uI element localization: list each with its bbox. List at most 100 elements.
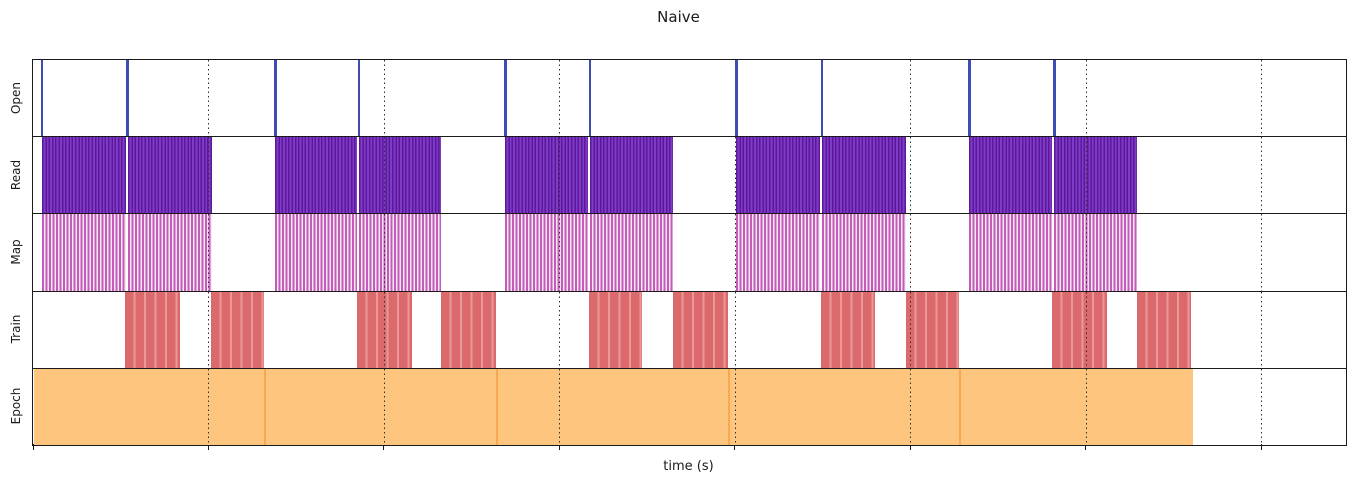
x-gridline bbox=[910, 60, 912, 137]
x-gridline bbox=[383, 291, 385, 368]
epoch-interval-bar bbox=[263, 368, 498, 446]
row-label-train: Train bbox=[9, 314, 23, 343]
x-gridline bbox=[1261, 137, 1263, 214]
open-event-bar bbox=[41, 60, 44, 137]
read-interval-bar bbox=[359, 137, 441, 214]
map-interval-bar bbox=[1054, 214, 1137, 291]
row-open bbox=[33, 60, 1346, 138]
x-gridline bbox=[559, 137, 561, 214]
open-event-bar bbox=[357, 60, 361, 137]
train-interval-bar bbox=[588, 291, 642, 368]
epoch-interval-bar bbox=[959, 368, 1194, 446]
row-label-map: Map bbox=[9, 238, 23, 265]
x-tick bbox=[558, 444, 560, 450]
open-event-bar bbox=[735, 60, 738, 137]
x-tick bbox=[32, 444, 34, 450]
open-event-bar bbox=[968, 60, 971, 137]
x-gridline bbox=[208, 291, 210, 368]
open-event-bar bbox=[1053, 60, 1056, 137]
x-tick bbox=[1085, 444, 1087, 450]
x-gridline bbox=[910, 291, 912, 368]
read-interval-bar bbox=[822, 137, 906, 214]
open-event-bar bbox=[820, 60, 824, 137]
x-gridline bbox=[208, 368, 210, 446]
train-interval-bar bbox=[820, 291, 875, 368]
x-gridline bbox=[1085, 137, 1087, 214]
train-interval-bar bbox=[1136, 291, 1192, 368]
map-interval-bar bbox=[822, 214, 906, 291]
x-gridline bbox=[734, 137, 736, 214]
train-interval-bar bbox=[672, 291, 728, 368]
x-tick bbox=[1260, 444, 1262, 450]
read-interval-bar bbox=[735, 137, 820, 214]
x-gridline bbox=[559, 291, 561, 368]
train-interval-bar bbox=[124, 291, 180, 368]
map-interval-bar bbox=[735, 214, 820, 291]
x-tick bbox=[383, 444, 385, 450]
x-gridline bbox=[383, 214, 385, 291]
x-gridline bbox=[1085, 291, 1087, 368]
x-gridline bbox=[559, 368, 561, 446]
row-label-epoch: Epoch bbox=[9, 387, 23, 424]
train-interval-bar bbox=[440, 291, 496, 368]
x-tick bbox=[909, 444, 911, 450]
x-gridline bbox=[559, 214, 561, 291]
x-gridline bbox=[1085, 214, 1087, 291]
x-gridline bbox=[383, 368, 385, 446]
map-interval-bar bbox=[128, 214, 212, 291]
read-interval-bar bbox=[968, 137, 1052, 214]
x-gridline bbox=[1261, 368, 1263, 446]
train-interval-bar bbox=[211, 291, 265, 368]
map-interval-bar bbox=[590, 214, 673, 291]
map-interval-bar bbox=[968, 214, 1052, 291]
read-interval-bar bbox=[128, 137, 212, 214]
train-interval-bar bbox=[905, 291, 959, 368]
x-gridline bbox=[1261, 214, 1263, 291]
open-event-bar bbox=[504, 60, 507, 137]
train-interval-bar bbox=[1051, 291, 1108, 368]
row-map bbox=[33, 214, 1346, 292]
x-gridline bbox=[559, 60, 561, 137]
map-interval-bar bbox=[504, 214, 588, 291]
row-epoch bbox=[33, 368, 1346, 446]
read-interval-bar bbox=[274, 137, 357, 214]
x-gridline bbox=[910, 214, 912, 291]
read-interval-bar bbox=[590, 137, 673, 214]
open-event-bar bbox=[126, 60, 129, 137]
map-interval-bar bbox=[41, 214, 126, 291]
row-label-read: Read bbox=[9, 159, 23, 190]
plot-area bbox=[32, 59, 1347, 446]
read-interval-bar bbox=[504, 137, 588, 214]
x-gridline bbox=[1085, 60, 1087, 137]
x-gridline bbox=[1261, 60, 1263, 137]
row-label-open: Open bbox=[9, 81, 23, 114]
x-gridline bbox=[208, 137, 210, 214]
x-tick bbox=[734, 444, 736, 450]
x-gridline bbox=[383, 60, 385, 137]
open-event-bar bbox=[274, 60, 277, 137]
x-gridline bbox=[383, 137, 385, 214]
row-train bbox=[33, 291, 1346, 369]
x-gridline bbox=[910, 137, 912, 214]
x-gridline bbox=[734, 291, 736, 368]
chart-title: Naive bbox=[657, 8, 700, 26]
epoch-interval-bar bbox=[34, 368, 264, 446]
map-interval-bar bbox=[359, 214, 441, 291]
x-axis-label: time (s) bbox=[663, 459, 714, 474]
x-gridline bbox=[208, 214, 210, 291]
read-interval-bar bbox=[41, 137, 126, 214]
x-gridline bbox=[734, 368, 736, 446]
read-interval-bar bbox=[1054, 137, 1137, 214]
epoch-interval-bar bbox=[727, 368, 962, 446]
x-gridline bbox=[734, 214, 736, 291]
x-gridline bbox=[208, 60, 210, 137]
row-read bbox=[33, 137, 1346, 215]
open-event-bar bbox=[588, 60, 592, 137]
epoch-interval-bar bbox=[495, 368, 730, 446]
x-gridline bbox=[1261, 291, 1263, 368]
map-interval-bar bbox=[274, 214, 357, 291]
x-tick bbox=[207, 444, 209, 450]
x-gridline bbox=[1085, 368, 1087, 446]
x-gridline bbox=[910, 368, 912, 446]
